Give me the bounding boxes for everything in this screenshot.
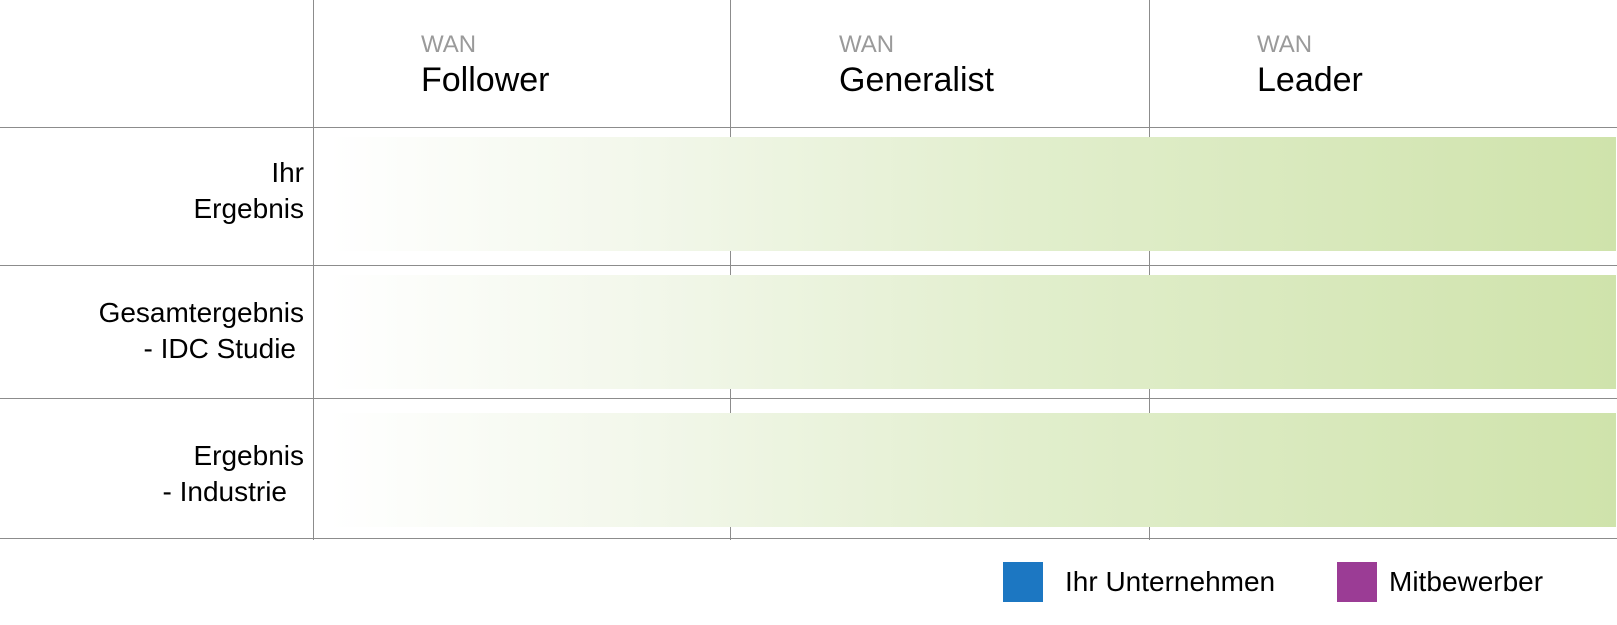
row-label-gesamtergebnis: Gesamtergebnis - IDC Studie xyxy=(99,295,304,367)
grid-hline-row2 xyxy=(0,398,1617,399)
row-label-line1: Ergebnis xyxy=(193,440,304,471)
row-label-line1: Gesamtergebnis xyxy=(98,297,304,328)
column-title: Generalist xyxy=(839,61,994,99)
row-label-ihr-ergebnis: Ihr Ergebnis xyxy=(193,155,304,227)
legend-label: Mitbewerber xyxy=(1389,566,1544,597)
row-label-industrie: Ergebnis - Industrie xyxy=(163,438,305,510)
column-header-generalist: WAN Generalist xyxy=(839,30,994,100)
row-label-line2: - Industrie xyxy=(162,476,288,507)
legend-label: Ihr Unternehmen xyxy=(1065,566,1276,597)
grid-vline-follower-generalist xyxy=(730,0,731,540)
column-prefix: WAN xyxy=(839,31,895,58)
grid-hline-row1 xyxy=(0,265,1617,266)
column-header-leader: WAN Leader xyxy=(1257,30,1363,100)
row-band-gesamtergebnis xyxy=(330,275,1616,389)
row-band-ihr-ergebnis xyxy=(330,137,1616,251)
row-label-line2: - IDC Studie xyxy=(143,333,297,364)
row-label-line2: Ergebnis xyxy=(193,193,304,224)
legend-item-mitbewerber: Mitbewerber xyxy=(1337,560,1543,604)
grid-hline-bottom xyxy=(0,538,1617,539)
row-band-industrie xyxy=(330,413,1616,527)
column-prefix: WAN xyxy=(1257,31,1313,58)
grid-vline-label-column xyxy=(313,0,314,540)
column-prefix: WAN xyxy=(421,31,477,58)
grid-hline-header xyxy=(0,127,1617,128)
legend-item-ihr-unternehmen: Ihr Unternehmen xyxy=(1003,560,1275,604)
legend-swatch-ihr-unternehmen xyxy=(1003,562,1043,602)
column-header-follower: WAN Follower xyxy=(421,30,549,100)
row-label-line1: Ihr xyxy=(271,157,304,188)
column-title: Follower xyxy=(421,61,550,99)
legend-swatch-mitbewerber xyxy=(1337,562,1377,602)
column-title: Leader xyxy=(1257,61,1363,99)
grid-vline-generalist-leader xyxy=(1149,0,1150,540)
